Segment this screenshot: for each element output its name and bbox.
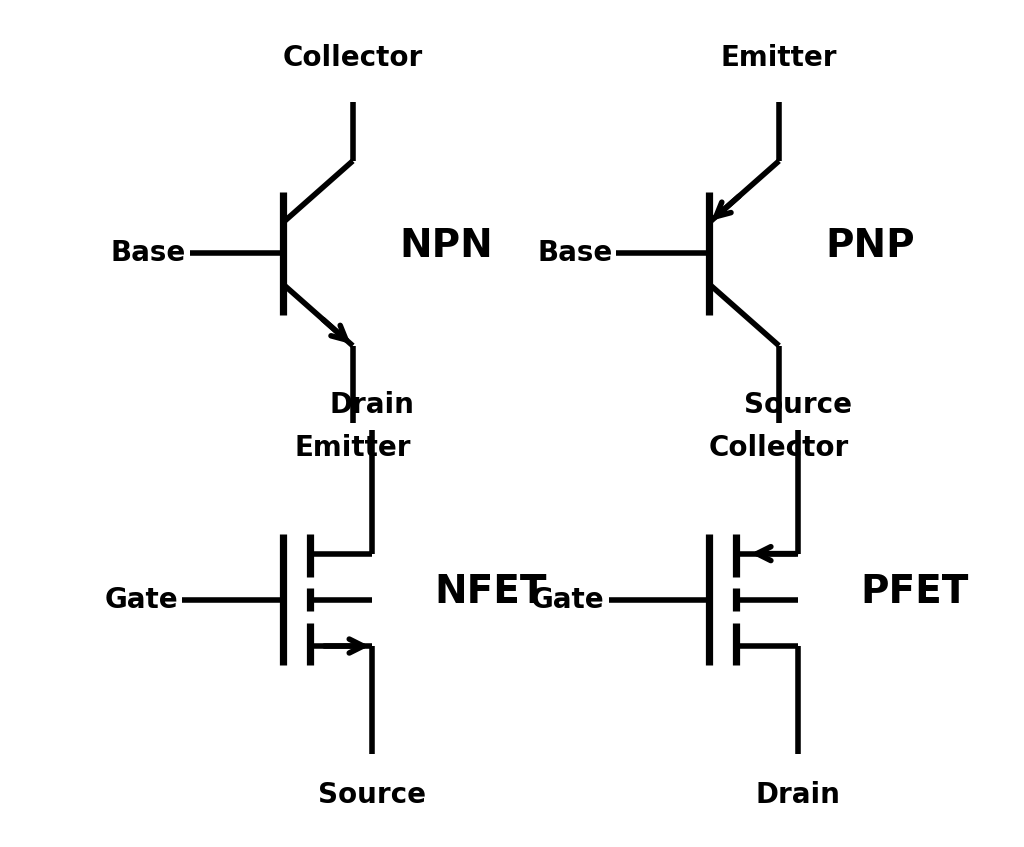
Text: PFET: PFET xyxy=(860,573,969,612)
Text: Source: Source xyxy=(744,390,852,419)
Text: NPN: NPN xyxy=(399,227,493,264)
Text: Source: Source xyxy=(318,781,426,809)
Text: Gate: Gate xyxy=(104,586,178,614)
Text: NFET: NFET xyxy=(434,573,547,612)
Text: Collector: Collector xyxy=(709,435,849,462)
Text: Base: Base xyxy=(111,240,186,268)
Text: Collector: Collector xyxy=(283,44,423,72)
Text: Emitter: Emitter xyxy=(295,435,411,462)
Text: Drain: Drain xyxy=(330,390,415,419)
Text: Emitter: Emitter xyxy=(721,44,838,72)
Text: PNP: PNP xyxy=(825,227,915,264)
Text: Drain: Drain xyxy=(756,781,841,809)
Text: Base: Base xyxy=(538,240,612,268)
Text: Gate: Gate xyxy=(531,586,604,614)
